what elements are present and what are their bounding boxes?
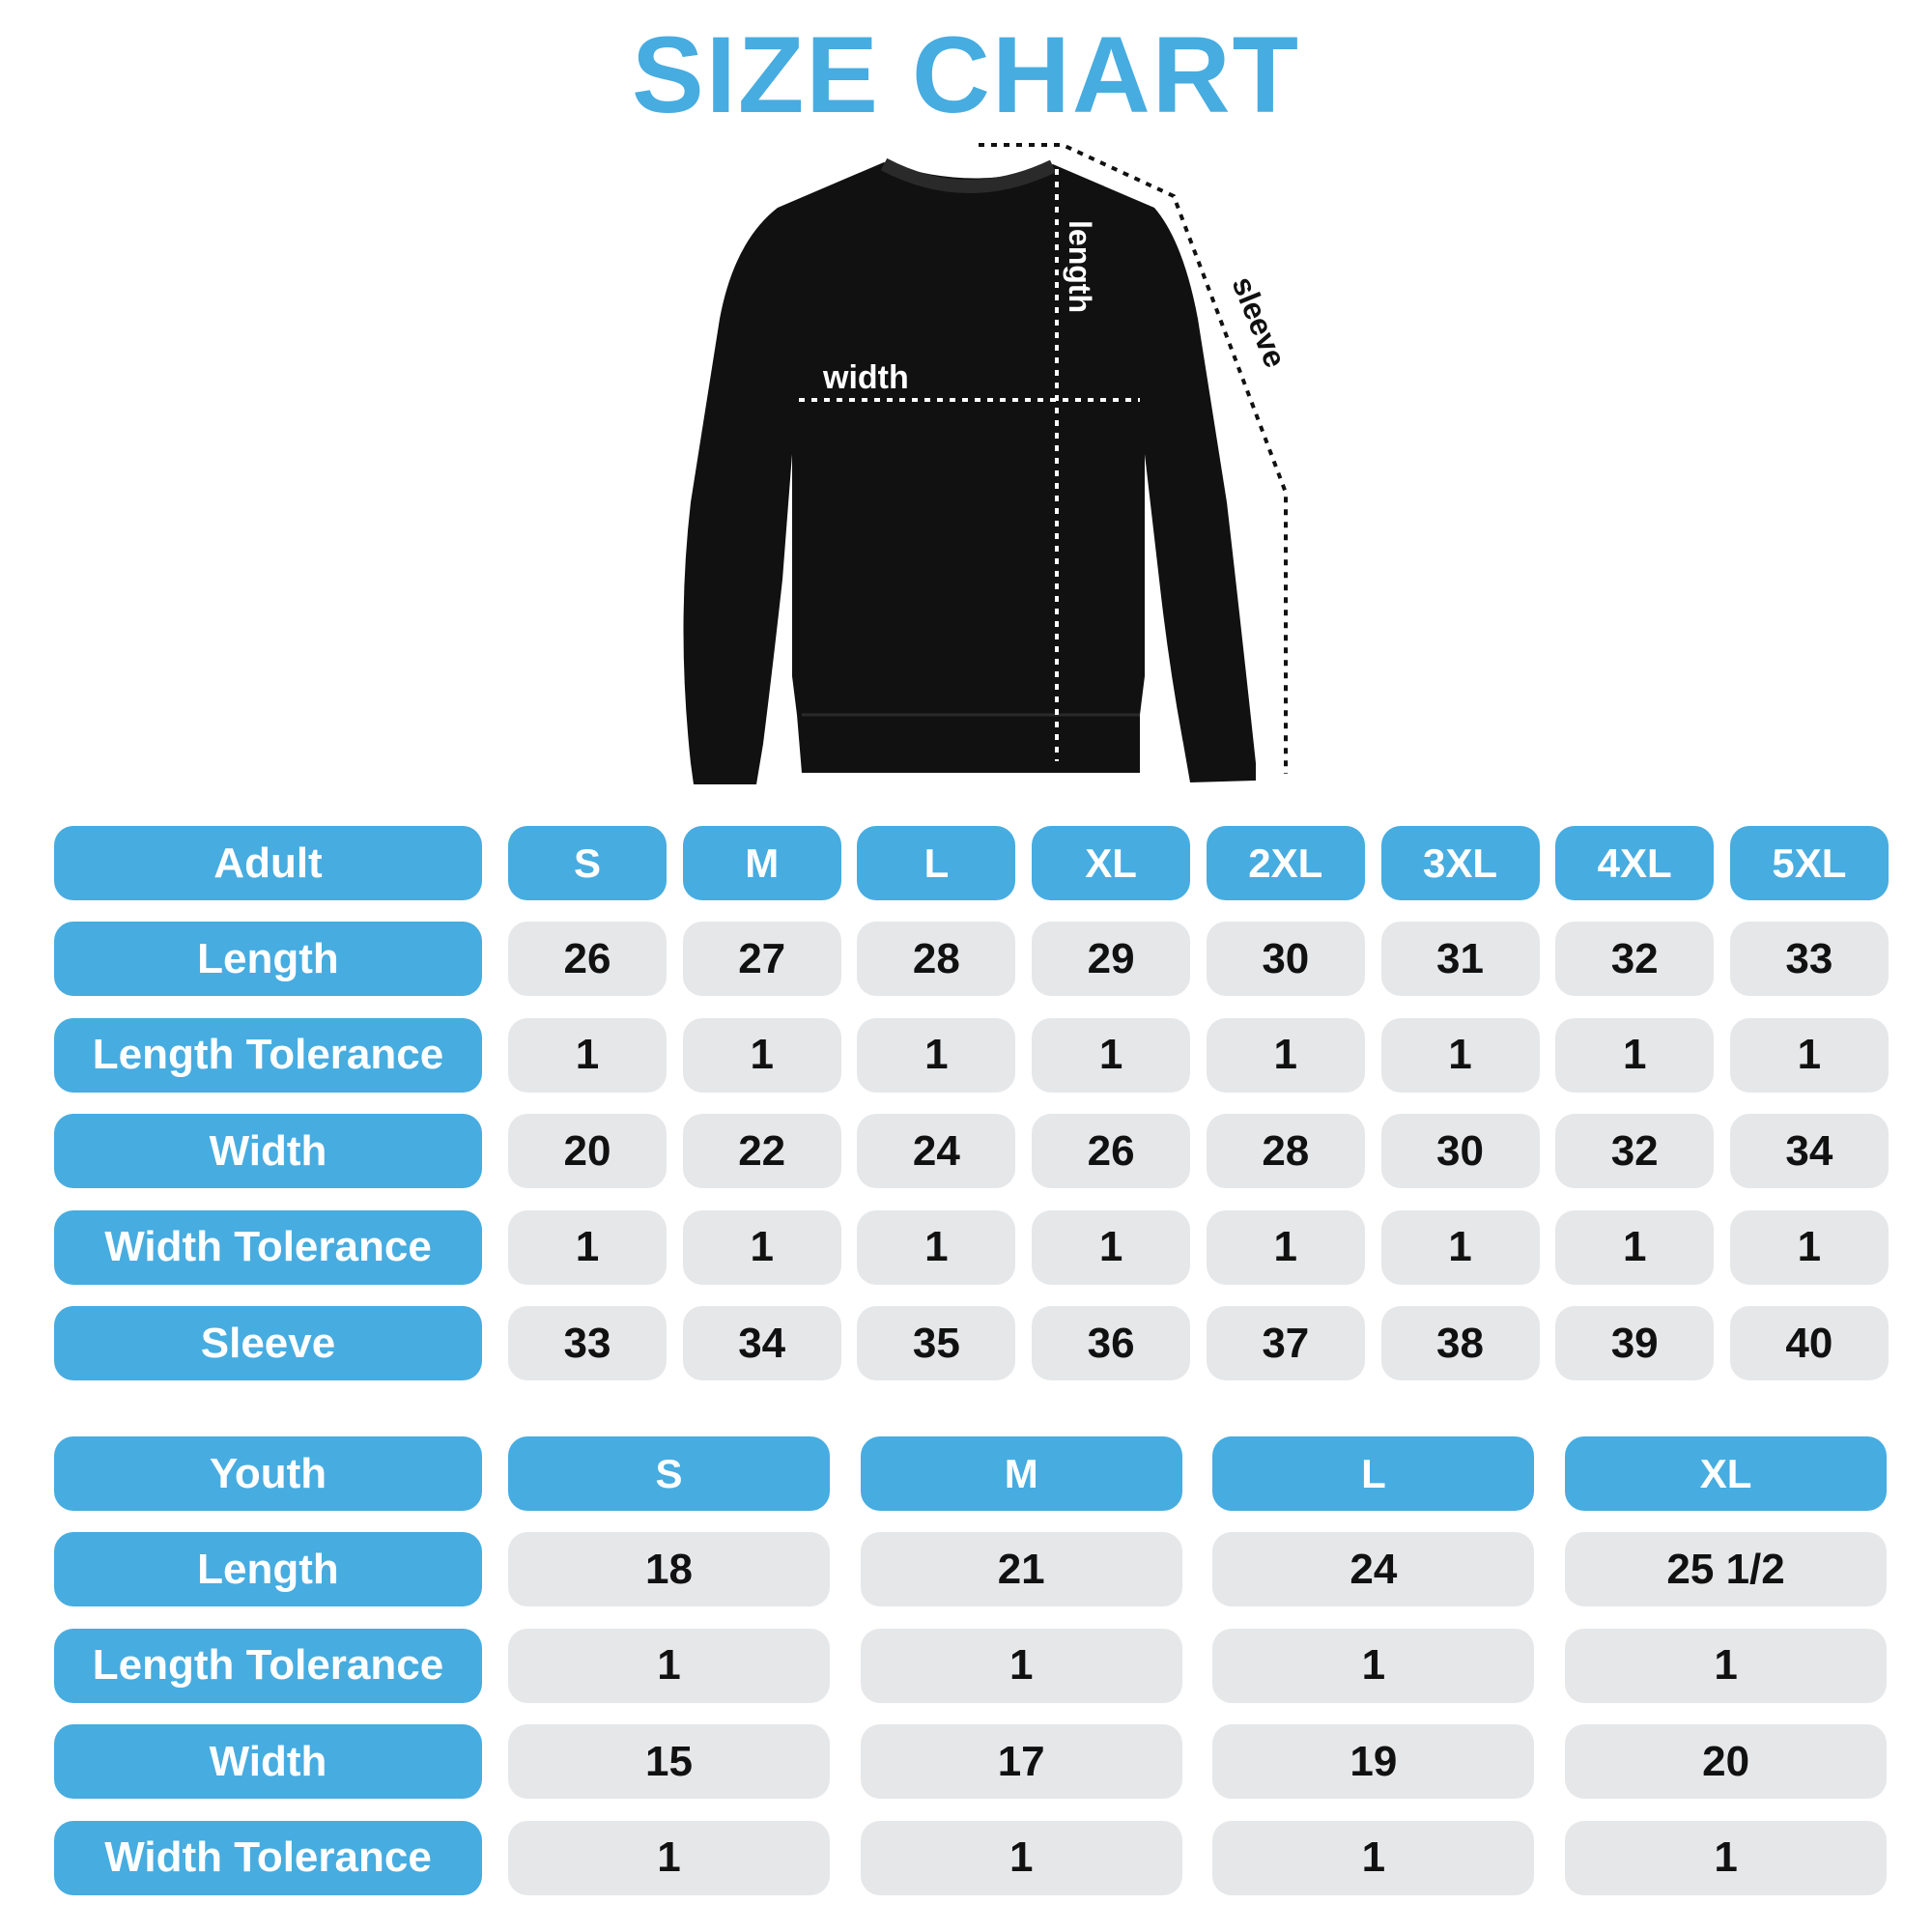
youth-value-cell: 19 (1212, 1724, 1535, 1800)
adult-size-header-3xl: 3XL (1380, 826, 1540, 900)
adult-value-cell: 36 (1032, 1306, 1191, 1380)
adult-value-cell: 37 (1206, 1306, 1365, 1380)
adult-size-header-s: S (508, 826, 667, 900)
youth-value-cell: 24 (1212, 1532, 1535, 1607)
adult-value-cell: 1 (1380, 1209, 1540, 1285)
youth-header-label: Youth (54, 1436, 482, 1511)
adult-value-cell: 34 (1729, 1114, 1889, 1189)
width-label: width (822, 359, 909, 396)
adult-value-cell: 39 (1555, 1306, 1715, 1380)
adult-value-cell: 1 (1729, 1017, 1889, 1093)
adult-size-header-xl: XL (1032, 826, 1191, 900)
youth-row-label: Length Tolerance (54, 1628, 482, 1703)
adult-value-cell: 1 (1555, 1017, 1715, 1093)
adult-value-cell: 1 (1032, 1017, 1191, 1093)
youth-size-header-m: M (860, 1436, 1182, 1511)
adult-value-cell: 33 (508, 1306, 667, 1380)
adult-value-cell: 35 (857, 1306, 1016, 1380)
adult-row-label: Length (54, 922, 482, 997)
adult-value-cell: 30 (1380, 1114, 1540, 1189)
adult-value-cell: 1 (1555, 1209, 1715, 1285)
adult-value-cell: 29 (1032, 922, 1191, 997)
adult-value-cell: 26 (1032, 1114, 1191, 1189)
adult-value-cell: 1 (508, 1209, 667, 1285)
youth-value-cell: 1 (1565, 1820, 1888, 1895)
adult-value-cell: 40 (1729, 1306, 1889, 1380)
adult-value-cell: 1 (1380, 1017, 1540, 1093)
adult-row-label: Sleeve (54, 1306, 482, 1380)
youth-value-cell: 20 (1565, 1724, 1888, 1800)
adult-value-cell: 20 (508, 1114, 667, 1189)
adult-row-label: Width Tolerance (54, 1209, 482, 1285)
youth-value-cell: 25 1/2 (1565, 1532, 1888, 1607)
youth-row-label: Length (54, 1532, 482, 1607)
youth-row-label: Width (54, 1724, 482, 1800)
sweater-diagram: width length sleeve (683, 143, 1293, 784)
youth-value-cell: 15 (508, 1724, 830, 1800)
adult-row-label: Length Tolerance (54, 1017, 482, 1093)
adult-value-cell: 32 (1555, 922, 1715, 997)
youth-value-cell: 1 (1565, 1628, 1888, 1703)
adult-size-header-2xl: 2XL (1206, 826, 1365, 900)
adult-value-cell: 1 (857, 1209, 1016, 1285)
sweater-icon (683, 157, 1256, 784)
youth-value-cell: 21 (860, 1532, 1182, 1607)
adult-size-header-4xl: 4XL (1555, 826, 1715, 900)
adult-size-header-l: L (857, 826, 1016, 900)
adult-value-cell: 1 (857, 1017, 1016, 1093)
youth-value-cell: 1 (1212, 1628, 1535, 1703)
adult-row-label: Width (54, 1114, 482, 1189)
adult-value-cell: 22 (682, 1114, 841, 1189)
adult-size-header-5xl: 5XL (1729, 826, 1889, 900)
youth-value-cell: 17 (860, 1724, 1182, 1800)
adult-value-cell: 1 (1032, 1209, 1191, 1285)
youth-value-cell: 1 (860, 1820, 1182, 1895)
adult-value-cell: 30 (1206, 922, 1365, 997)
youth-value-cell: 1 (860, 1628, 1182, 1703)
length-label: length (1063, 220, 1097, 313)
youth-row-label: Width Tolerance (54, 1820, 482, 1895)
adult-value-cell: 1 (682, 1209, 841, 1285)
adult-value-cell: 1 (508, 1017, 667, 1093)
youth-value-cell: 1 (1212, 1820, 1535, 1895)
youth-value-cell: 18 (508, 1532, 830, 1607)
adult-value-cell: 27 (682, 922, 841, 997)
adult-value-cell: 38 (1380, 1306, 1540, 1380)
adult-value-cell: 32 (1555, 1114, 1715, 1189)
adult-value-cell: 34 (682, 1306, 841, 1380)
adult-value-cell: 31 (1380, 922, 1540, 997)
adult-value-cell: 1 (1729, 1209, 1889, 1285)
page-title: SIZE CHART (632, 14, 1300, 135)
adult-value-cell: 28 (857, 922, 1016, 997)
adult-value-cell: 33 (1729, 922, 1889, 997)
adult-value-cell: 28 (1206, 1114, 1365, 1189)
adult-value-cell: 26 (508, 922, 667, 997)
adult-size-header-m: M (682, 826, 841, 900)
adult-value-cell: 24 (857, 1114, 1016, 1189)
youth-value-cell: 1 (508, 1820, 830, 1895)
sleeve-guide (979, 143, 1288, 774)
youth-size-header-s: S (508, 1436, 830, 1511)
adult-value-cell: 1 (682, 1017, 841, 1093)
adult-value-cell: 1 (1206, 1017, 1365, 1093)
adult-header-label: Adult (54, 826, 482, 900)
youth-size-header-l: L (1212, 1436, 1535, 1511)
youth-size-header-xl: XL (1565, 1436, 1888, 1511)
youth-value-cell: 1 (508, 1628, 830, 1703)
adult-value-cell: 1 (1206, 1209, 1365, 1285)
